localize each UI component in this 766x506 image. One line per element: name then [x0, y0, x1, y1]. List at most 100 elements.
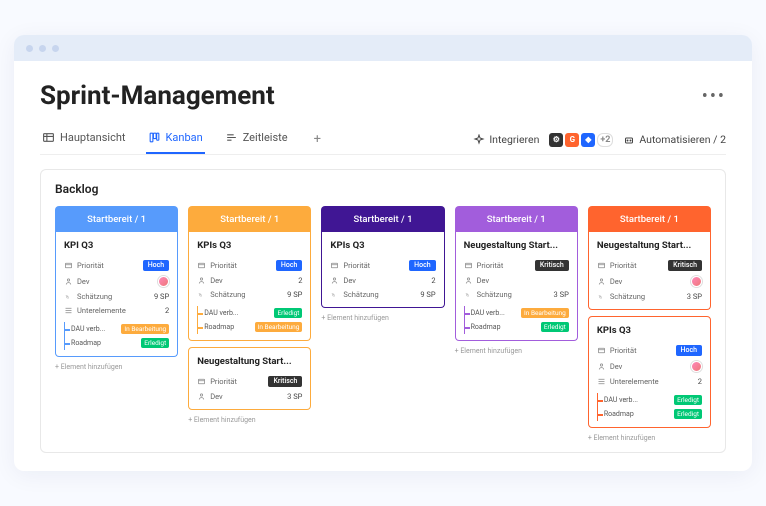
field-label: Schätzung — [210, 290, 245, 299]
add-item-button[interactable]: + Element hinzufügen — [321, 314, 444, 322]
tab-zeitleiste[interactable]: Zeitleiste — [223, 125, 290, 154]
tab-hauptansicht[interactable]: Hauptansicht — [40, 125, 128, 154]
priority-badge: Hoch — [409, 260, 435, 271]
field-label: Priorität — [210, 261, 237, 270]
priority-badge: Kritisch — [668, 260, 702, 271]
field-label: Schätzung — [477, 290, 512, 299]
field-label: Dev — [610, 362, 622, 371]
kanban-column: Startbereit / 1Neugestaltung Start...Pri… — [588, 206, 711, 442]
subtask-label: DAU verb... — [204, 309, 238, 317]
status-badge: Erledigt — [674, 395, 702, 405]
dev-value: 2 — [431, 276, 435, 285]
column-header[interactable]: Startbereit / 1 — [321, 206, 444, 232]
integration-icon[interactable]: ◆ — [581, 133, 595, 147]
tab-label: Kanban — [166, 131, 203, 144]
column-header[interactable]: Startbereit / 1 — [55, 206, 178, 232]
card-title: KPIs Q3 — [597, 325, 702, 336]
estimate-value: 9 SP — [154, 292, 169, 301]
integration-more[interactable]: +2 — [597, 133, 613, 147]
field-label: Dev — [210, 276, 222, 285]
avatar — [691, 276, 702, 287]
priority-badge: Hoch — [276, 260, 302, 271]
subtask-row[interactable]: DAU verb... Erledigt — [204, 306, 302, 320]
subtask-label: DAU verb... — [71, 325, 105, 333]
subtask-row[interactable]: RoadmapErledigt — [471, 320, 569, 334]
status-badge: Erledigt — [274, 308, 302, 318]
column-header[interactable]: Startbereit / 1 — [188, 206, 311, 232]
subtask-label: Roadmap — [71, 339, 101, 347]
card-title: KPIs Q3 — [330, 240, 435, 251]
kanban-column: Startbereit / 1KPIs Q3PrioritätHochDev2½… — [321, 206, 444, 322]
card-title: Neugestaltung Start... — [197, 356, 302, 367]
integrate-icon — [473, 134, 485, 146]
field-label: Priorität — [210, 377, 237, 386]
dev-value: 2 — [298, 276, 302, 285]
add-item-button[interactable]: + Element hinzufügen — [188, 416, 311, 424]
subtask-label: DAU verb... — [604, 396, 638, 404]
kanban-card[interactable]: KPIs Q3PrioritätHochDevUnterelemente2DAU… — [588, 316, 711, 428]
estimate-value: 3 SP — [687, 292, 702, 301]
integrate-button[interactable]: Integrieren — [473, 133, 539, 146]
window-dot — [52, 45, 59, 52]
svg-text:½: ½ — [66, 293, 70, 300]
field-label: Schätzung — [77, 292, 112, 301]
subtask-label: Roadmap — [204, 323, 234, 331]
field-label: Dev — [210, 392, 222, 401]
field-label: Dev — [343, 276, 355, 285]
subtask-row[interactable]: DAU verb... In Bearbeitung — [471, 306, 569, 320]
page-title: Sprint-Management — [40, 81, 275, 111]
app-window: Sprint-Management ••• Hauptansicht Kanban… — [14, 35, 752, 471]
subtask-row[interactable]: Roadmap Erledigt — [71, 336, 169, 350]
status-badge: Erledigt — [541, 322, 569, 332]
integration-icon[interactable]: ⚙ — [549, 133, 563, 147]
kanban-column: Startbereit / 1KPIs Q3PrioritätHochDev2½… — [188, 206, 311, 424]
dev-value: 3 SP — [287, 392, 302, 401]
kanban-card[interactable]: KPI Q3PrioritätHochDev½Schätzung9 SPUnte… — [55, 232, 178, 357]
svg-text:½: ½ — [332, 291, 336, 298]
subtask-row[interactable]: RoadmapIn Bearbeitung — [204, 320, 302, 334]
automate-label: Automatisieren / 2 — [639, 133, 726, 146]
automate-button[interactable]: Automatisieren / 2 — [623, 133, 726, 146]
field-label: Priorität — [477, 261, 504, 270]
estimate-value: 3 SP — [554, 290, 569, 299]
estimate-value: 9 SP — [287, 290, 302, 299]
field-label: Schätzung — [343, 290, 378, 299]
field-label: Dev — [477, 276, 489, 285]
card-title: KPI Q3 — [64, 240, 169, 251]
status-badge: In Bearbeitung — [521, 308, 569, 318]
window-dot — [26, 45, 33, 52]
add-item-button[interactable]: + Element hinzufügen — [588, 434, 711, 442]
subtask-row[interactable]: DAU verb... In Bearbeitung — [71, 322, 169, 336]
status-badge: Erledigt — [141, 338, 169, 348]
column-header[interactable]: Startbereit / 1 — [588, 206, 711, 232]
priority-badge: Kritisch — [268, 376, 302, 387]
status-badge: Erledigt — [674, 409, 702, 419]
card-title: Neugestaltung Start... — [464, 240, 569, 251]
field-label: Dev — [610, 277, 622, 286]
more-menu-button[interactable]: ••• — [702, 86, 726, 107]
kanban-card[interactable]: Neugestaltung Start...PrioritätKritischD… — [588, 232, 711, 310]
add-item-button[interactable]: + Element hinzufügen — [55, 363, 178, 371]
tab-label: Hauptansicht — [60, 131, 126, 144]
field-label: Schätzung — [610, 292, 645, 301]
add-tab-button[interactable]: + — [308, 126, 327, 153]
column-header[interactable]: Startbereit / 1 — [455, 206, 578, 232]
integration-icon[interactable]: G — [565, 133, 579, 147]
priority-badge: Kritisch — [535, 260, 569, 271]
svg-text:½: ½ — [465, 291, 469, 298]
kanban-card[interactable]: Neugestaltung Start... Priorität Kritisch D… — [188, 347, 311, 410]
robot-icon — [623, 134, 635, 146]
subtask-row[interactable]: DAU verb... Erledigt — [604, 393, 702, 407]
status-badge: In Bearbeitung — [121, 324, 169, 334]
subtask-label: Roadmap — [604, 410, 634, 418]
subtask-row[interactable]: Roadmap Erledigt — [604, 407, 702, 421]
kanban-card[interactable]: KPIs Q3PrioritätHochDev2½Schätzung9 SPDA… — [188, 232, 311, 341]
field-label: Priorität — [610, 346, 637, 355]
kanban-card[interactable]: KPIs Q3PrioritätHochDev2½Schätzung9 SP — [321, 232, 444, 308]
kanban-card[interactable]: Neugestaltung Start... Priorität Kritisch D… — [455, 232, 578, 341]
subtask-label: DAU verb... — [471, 309, 505, 317]
board-title: Backlog — [55, 182, 711, 196]
add-item-button[interactable]: + Element hinzufügen — [455, 347, 578, 355]
tab-kanban[interactable]: Kanban — [146, 125, 205, 154]
priority-badge: Hoch — [676, 345, 702, 356]
